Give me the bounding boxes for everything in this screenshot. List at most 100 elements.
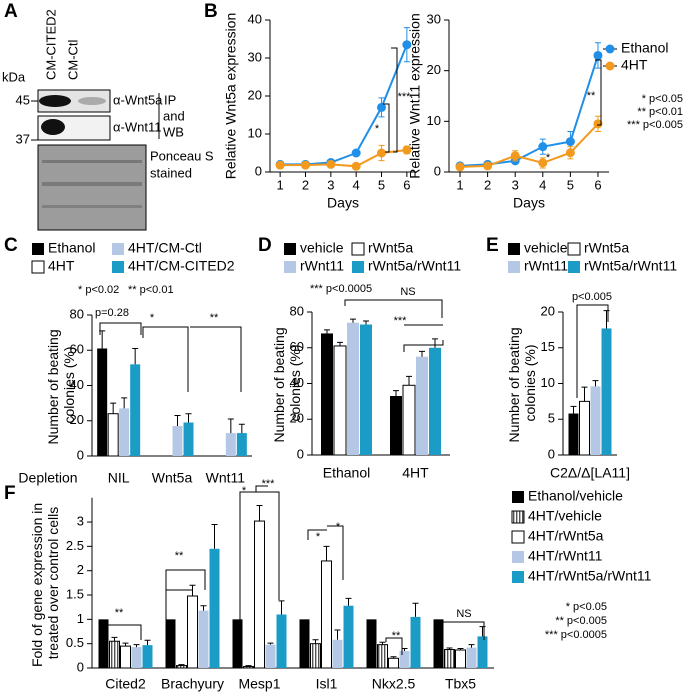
legend-marker (605, 44, 615, 54)
x-tick-label: Mesp1 (238, 676, 280, 692)
bar (455, 649, 466, 669)
y-tick-label: 10 (541, 375, 555, 390)
legend-swatch (284, 243, 296, 255)
significance-note: *** p<0.005 (627, 119, 683, 131)
bar (321, 333, 333, 455)
annotation: * (336, 521, 341, 533)
bar (579, 400, 590, 456)
annotation: * (150, 312, 155, 324)
error-bar (178, 664, 185, 666)
annotation: NS (400, 286, 415, 298)
x-tick-label: C2Δ/Δ[LA11] (550, 465, 630, 481)
significance-note: *** p<0.0005 (310, 283, 372, 295)
point (538, 142, 548, 152)
bar (142, 645, 153, 668)
panel-label: E (486, 235, 499, 256)
error-bar (174, 414, 181, 427)
bar (366, 619, 377, 668)
legend-swatch (352, 261, 364, 273)
y-tick-label: 40 (248, 11, 262, 26)
point (377, 102, 387, 112)
bar (429, 347, 441, 455)
point (483, 161, 493, 171)
bar (97, 348, 108, 456)
significance-bracket (99, 322, 142, 335)
bar (109, 640, 120, 669)
x-tick-label: Brachyury (161, 676, 224, 692)
bar (360, 324, 372, 455)
bar (299, 619, 310, 668)
y-tick-label: 10 (427, 113, 441, 128)
legend-label: 4HT/rWnt5a (528, 528, 604, 544)
method-label: and (163, 108, 185, 123)
chart: 0 0.5 1 1.5 2 2.5 3 Fold of gene expression in … (29, 478, 652, 692)
x-tick-label: 6 (403, 177, 410, 192)
x-axis-label: Depletion (18, 470, 77, 486)
legend-label: rWnt5a (368, 240, 413, 256)
bar (232, 619, 243, 668)
x-tick-label: 3 (327, 177, 334, 192)
y-tick-label: 0 (297, 446, 304, 461)
bar (568, 413, 579, 455)
significance-bracket (383, 103, 390, 153)
marker-label: 37 (16, 131, 30, 146)
annotation: *** (398, 91, 412, 103)
significance-bracket (595, 59, 602, 126)
significance-bracket (344, 299, 443, 318)
error-bar (211, 523, 218, 549)
legend-swatch (512, 571, 524, 583)
y-tick-label: 20 (427, 62, 441, 77)
y-tick-label: 15 (541, 339, 555, 354)
x-tick-label: Ethanol (323, 465, 370, 481)
bar (433, 619, 444, 668)
bar (107, 413, 119, 457)
bar (388, 657, 399, 669)
stain-band (42, 182, 142, 186)
bar (333, 345, 347, 456)
significance-bracket (403, 340, 444, 352)
bar (347, 322, 359, 455)
point (593, 119, 603, 129)
bar (321, 560, 332, 669)
stain-label: stained (150, 165, 192, 180)
y-axis-label: Number of beating colonies (%) (45, 325, 77, 444)
error-bar (603, 310, 610, 329)
y-tick-label: 20 (290, 411, 304, 426)
point (402, 40, 412, 50)
x-tick-label: Cited2 (105, 676, 146, 692)
legend-label: 4HT (48, 258, 75, 274)
ponceau-stain (37, 144, 147, 231)
x-tick-label: Isl1 (316, 676, 338, 692)
bar (477, 636, 488, 668)
annotation: ** (392, 630, 401, 642)
bar (236, 433, 247, 456)
point (377, 148, 387, 158)
line (459, 55, 599, 167)
legend-label: 4HT/rWnt11 (528, 548, 603, 564)
method-label: IP (164, 92, 176, 107)
x-axis-label: Days (513, 195, 545, 211)
y-tick-label: 40 (290, 375, 304, 390)
legend-label: 4HT/CM-Ctl (128, 240, 202, 256)
band (41, 119, 65, 135)
error-bar (379, 641, 386, 645)
x-tick-label: 5 (378, 177, 385, 192)
legend-swatch (568, 261, 580, 273)
x-tick-label: 3 (512, 177, 519, 192)
y-axis-label: Number of beating colonies (%) (271, 323, 303, 442)
bar (130, 364, 141, 456)
bar (399, 650, 410, 668)
error-bar (334, 629, 341, 640)
significance-note: * p<0.05 (566, 601, 607, 613)
bar (119, 408, 130, 456)
marker-label: 45 (16, 92, 30, 107)
legend-swatch (112, 261, 124, 273)
significance-bracket (307, 529, 327, 540)
point (351, 148, 361, 158)
bar (402, 384, 416, 456)
y-tick-label: 20 (70, 412, 84, 427)
legend-label: rWnt5a/rWnt11 (584, 258, 677, 274)
legend-swatch (512, 551, 524, 563)
x-tick-label: Wnt5a (152, 470, 193, 486)
stain-band (42, 205, 142, 208)
